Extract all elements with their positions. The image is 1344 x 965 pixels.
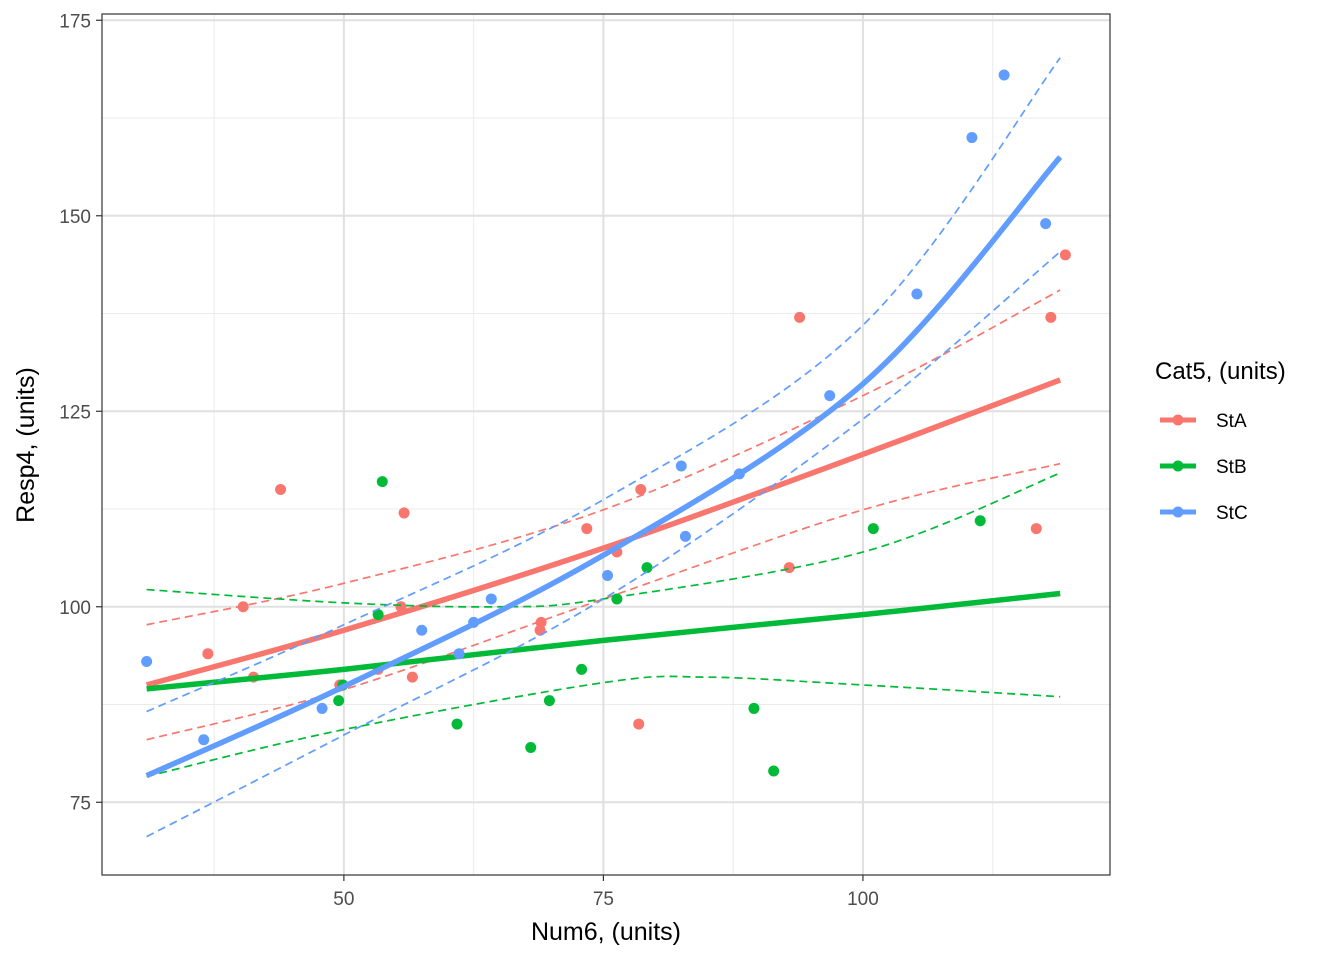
data-point — [237, 601, 249, 613]
data-point — [581, 523, 593, 535]
data-point — [406, 671, 418, 683]
data-point — [372, 609, 384, 621]
axes: 50 75 100 75 100 125 150 175 — [59, 11, 878, 910]
data-point — [202, 648, 214, 660]
series-StC — [141, 57, 1063, 838]
legend-title: Cat5, (units) — [1155, 358, 1286, 385]
series-StB — [146, 472, 1061, 778]
data-point — [543, 695, 555, 707]
legend: Cat5, (units) StA StB StC — [1155, 358, 1286, 524]
legend-label: StA — [1216, 411, 1247, 432]
x-tick-label: 75 — [593, 889, 614, 910]
ci-lower-line — [146, 675, 1061, 778]
x-tick-label: 100 — [847, 889, 879, 910]
series-layer — [141, 57, 1071, 838]
data-point — [966, 132, 978, 144]
data-point — [783, 562, 795, 574]
panel-border — [101, 13, 1111, 876]
data-point — [641, 562, 653, 574]
data-point — [794, 311, 806, 323]
data-point — [675, 460, 687, 472]
data-point — [535, 616, 547, 628]
data-point — [316, 702, 328, 714]
data-point — [602, 569, 614, 581]
data-point — [1030, 523, 1042, 535]
data-point — [333, 695, 345, 707]
data-point — [633, 718, 645, 730]
legend-key-point — [1172, 506, 1184, 518]
fit-line — [145, 377, 1062, 688]
ci-lower-line — [146, 251, 1061, 838]
y-tick-label: 100 — [59, 598, 91, 619]
data-point — [748, 702, 760, 714]
data-point — [1040, 218, 1052, 230]
data-point — [998, 69, 1010, 81]
data-point — [768, 765, 780, 777]
data-point — [275, 483, 287, 495]
legend-label: StC — [1216, 503, 1248, 524]
data-point — [576, 663, 588, 675]
y-tick-label: 150 — [59, 207, 91, 228]
data-point — [525, 742, 537, 754]
data-point — [679, 530, 691, 542]
legend-item-StC: StC — [1160, 503, 1248, 524]
data-point — [867, 523, 879, 535]
grid — [102, 14, 1110, 875]
data-point — [453, 648, 465, 660]
x-tick-label: 50 — [333, 889, 354, 910]
y-tick-label: 75 — [70, 793, 91, 814]
y-axis-label: Resp4, (units) — [12, 367, 40, 523]
legend-item-StA: StA — [1160, 411, 1247, 432]
data-point — [1045, 311, 1057, 323]
legend-key-point — [1172, 460, 1184, 472]
fit-line — [145, 155, 1063, 779]
data-point — [824, 390, 836, 402]
data-point — [416, 624, 428, 636]
data-point — [376, 476, 388, 488]
data-point — [451, 718, 463, 730]
ci-upper-line — [146, 57, 1061, 713]
series-StA — [145, 249, 1071, 741]
data-point — [1059, 249, 1071, 261]
y-tick-label: 175 — [59, 11, 91, 32]
y-tick-label: 125 — [59, 402, 91, 423]
legend-key-point — [1172, 414, 1184, 426]
legend-label: StB — [1216, 457, 1247, 478]
ci-upper-line — [146, 289, 1061, 626]
data-point — [198, 734, 210, 746]
data-point — [911, 288, 923, 300]
data-point — [398, 507, 410, 519]
data-point — [485, 593, 497, 605]
x-axis-label: Num6, (units) — [531, 918, 681, 946]
data-point — [611, 593, 623, 605]
fit-line — [146, 590, 1061, 692]
legend-item-StB: StB — [1160, 457, 1247, 478]
data-point — [635, 483, 647, 495]
data-point — [141, 656, 153, 668]
data-point — [974, 515, 986, 527]
